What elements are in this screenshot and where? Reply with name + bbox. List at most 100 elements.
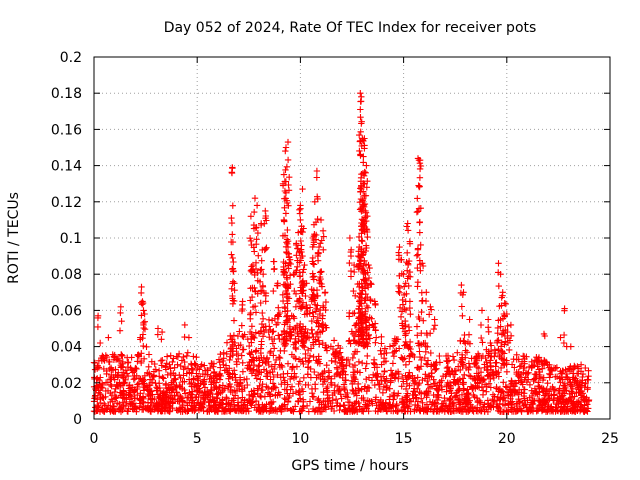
data-point <box>174 361 181 368</box>
data-point <box>284 381 291 388</box>
data-point <box>305 408 312 415</box>
data-point <box>95 387 102 394</box>
data-point <box>226 402 234 410</box>
data-point <box>214 394 221 402</box>
data-point <box>362 401 369 408</box>
data-point <box>223 339 231 346</box>
data-point <box>91 393 99 401</box>
data-point <box>261 220 268 227</box>
data-point <box>181 358 188 366</box>
data-point <box>544 406 552 413</box>
data-point <box>247 311 254 318</box>
data-point <box>238 307 246 315</box>
data-point <box>137 390 144 397</box>
data-point <box>239 368 247 375</box>
data-point <box>266 390 273 398</box>
data-point <box>358 118 365 125</box>
data-point <box>416 348 423 355</box>
data-point <box>232 392 239 399</box>
data-point <box>257 376 264 383</box>
data-point <box>462 399 469 406</box>
data-point <box>160 397 167 404</box>
data-point <box>456 396 463 403</box>
data-point <box>574 378 581 385</box>
data-point <box>118 363 125 370</box>
data-point <box>315 323 323 330</box>
data-point <box>112 408 119 415</box>
data-point <box>119 360 126 367</box>
data-point <box>577 392 585 399</box>
data-point <box>571 363 579 371</box>
data-point <box>423 401 431 408</box>
data-point <box>140 307 147 314</box>
data-point <box>418 356 425 364</box>
data-point <box>95 357 103 364</box>
data-point <box>404 227 412 234</box>
data-point <box>366 264 373 272</box>
data-point <box>404 220 411 227</box>
data-point <box>361 145 368 152</box>
data-point <box>171 375 178 382</box>
data-point <box>229 343 236 350</box>
data-point <box>374 370 381 377</box>
data-point <box>332 396 340 403</box>
data-point <box>346 313 353 320</box>
data-point <box>281 204 288 211</box>
data-point <box>286 333 293 340</box>
data-point <box>292 345 300 353</box>
data-point <box>495 373 502 380</box>
data-point <box>255 252 262 259</box>
data-point <box>313 174 320 181</box>
data-point <box>306 398 314 405</box>
y-tick-label: 0.08 <box>51 267 82 283</box>
data-point <box>260 324 267 331</box>
data-point <box>431 399 438 407</box>
data-point <box>401 323 409 330</box>
data-point <box>302 350 309 358</box>
data-point <box>449 407 457 415</box>
data-point <box>182 390 189 397</box>
data-point <box>426 384 434 392</box>
data-point <box>387 367 395 374</box>
data-point <box>174 397 181 405</box>
data-point <box>422 343 429 350</box>
data-point <box>406 327 413 334</box>
data-point <box>520 364 527 372</box>
data-point <box>124 363 132 371</box>
data-point <box>261 246 268 254</box>
data-point <box>346 259 353 267</box>
data-point <box>159 357 166 364</box>
data-point <box>378 340 385 347</box>
data-point <box>361 340 368 348</box>
data-point <box>247 213 255 220</box>
data-point <box>533 354 540 361</box>
data-point <box>433 359 440 366</box>
data-point <box>296 210 304 217</box>
data-point <box>117 309 124 317</box>
data-point <box>332 358 339 366</box>
data-point <box>283 249 291 257</box>
data-point <box>361 200 369 208</box>
data-point <box>100 365 107 373</box>
data-point <box>233 345 240 352</box>
data-point <box>256 278 264 285</box>
data-point <box>229 292 236 300</box>
data-point <box>414 251 422 258</box>
data-point <box>180 366 187 373</box>
data-point <box>524 370 531 377</box>
data-point <box>355 358 363 365</box>
data-point <box>173 389 180 396</box>
data-point <box>223 350 230 358</box>
data-point <box>463 390 470 397</box>
data-point <box>542 390 549 398</box>
data-point <box>305 357 312 364</box>
y-tick-label: 0.1 <box>60 231 82 247</box>
data-point <box>516 386 523 393</box>
data-point <box>371 360 378 367</box>
data-point <box>359 359 366 367</box>
data-point <box>406 369 413 376</box>
data-point <box>378 333 385 340</box>
data-point <box>546 388 553 395</box>
data-point <box>530 377 537 385</box>
data-point <box>445 408 452 415</box>
